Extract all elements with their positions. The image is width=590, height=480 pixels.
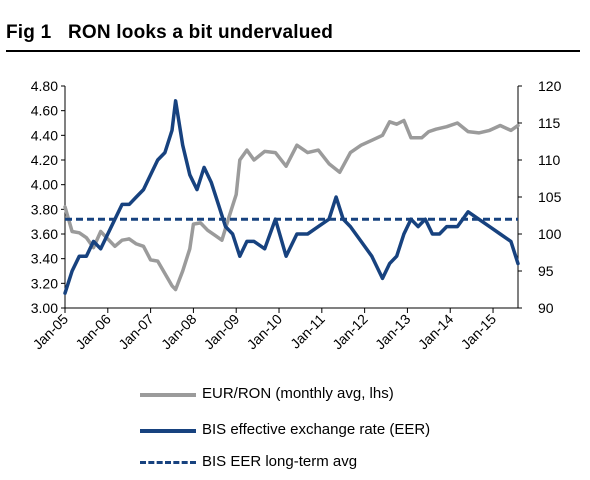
y-right-tick-label: 110 bbox=[538, 152, 561, 168]
legend-label-eur-ron: EUR/RON (monthly avg, lhs) bbox=[202, 385, 394, 402]
x-tick-label: Jan-14 bbox=[415, 311, 457, 353]
x-tick-label: Jan-10 bbox=[244, 311, 286, 353]
series-eur-ron-line bbox=[63, 118, 520, 292]
y-right-tick-label: 90 bbox=[538, 300, 554, 316]
y-left-tick-label: 3.00 bbox=[31, 300, 58, 316]
y-left-tick-label: 4.00 bbox=[31, 177, 58, 193]
y-right-tick-label: 105 bbox=[538, 189, 562, 205]
title-rule bbox=[6, 50, 580, 52]
figure-label: Fig 1 bbox=[6, 22, 52, 43]
figure-title-text: RON looks a bit undervalued bbox=[68, 22, 334, 43]
figure-title: Fig 1 RON looks a bit undervalued bbox=[6, 22, 333, 44]
legend-swatch-bis-eer bbox=[140, 429, 196, 433]
x-tick-label: Jan-15 bbox=[458, 311, 500, 353]
x-tick-label: Jan-11 bbox=[287, 311, 328, 352]
x-tick-label: Jan-12 bbox=[329, 311, 371, 353]
y-left-tick-label: 4.20 bbox=[31, 152, 58, 168]
y-right-tick-label: 95 bbox=[538, 263, 554, 279]
series-bis-eer-line bbox=[63, 99, 520, 295]
y-left-tick-label: 3.40 bbox=[31, 251, 58, 267]
x-tick-label: Jan-13 bbox=[372, 311, 414, 353]
y-left-tick-label: 3.80 bbox=[31, 201, 58, 217]
x-tick-label: Jan-07 bbox=[115, 311, 157, 353]
y-left-tick-label: 4.80 bbox=[31, 78, 58, 94]
y-left-tick-label: 3.20 bbox=[31, 275, 58, 291]
y-left-tick-label: 4.60 bbox=[31, 103, 58, 119]
y-right-tick-label: 115 bbox=[538, 115, 561, 131]
legend-swatch-eur-ron bbox=[140, 393, 196, 397]
legend-label-bis-eer: BIS effective exchange rate (EER) bbox=[202, 421, 431, 438]
y-right-tick-label: 100 bbox=[538, 226, 562, 242]
y-right-tick-label: 120 bbox=[538, 78, 562, 94]
legend-swatch-bis-eer-avg bbox=[140, 461, 196, 464]
x-tick-label: Jan-05 bbox=[30, 311, 72, 353]
y-left-tick-label: 3.60 bbox=[31, 226, 58, 242]
y-left-tick-label: 4.40 bbox=[31, 127, 58, 143]
legend-label-bis-eer-avg: BIS EER long-term avg bbox=[202, 453, 358, 470]
x-tick-label: Jan-09 bbox=[201, 311, 243, 353]
x-tick-label: Jan-08 bbox=[158, 311, 200, 353]
x-tick-label: Jan-06 bbox=[72, 311, 114, 353]
